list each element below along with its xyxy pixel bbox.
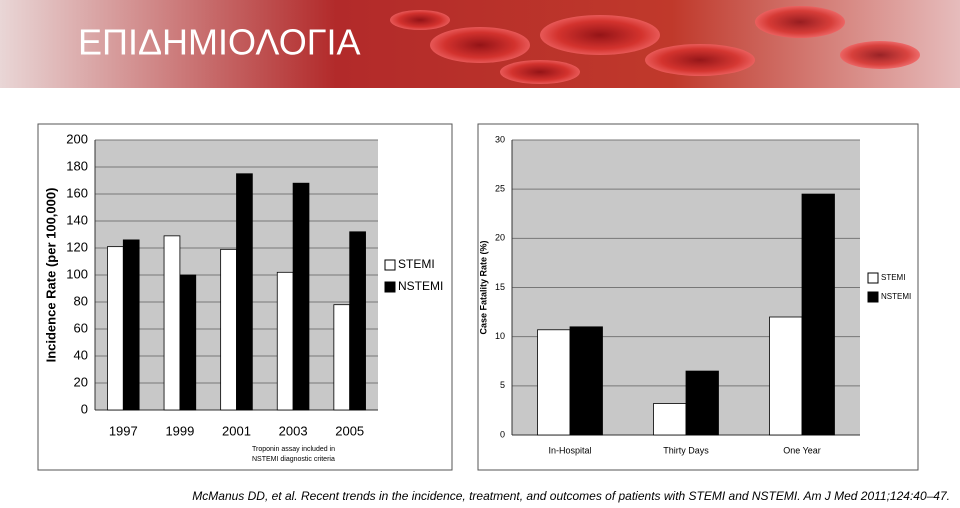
legend-label: STEMI xyxy=(881,273,905,282)
x-tick-label: 2001 xyxy=(222,423,251,438)
bar xyxy=(276,271,294,411)
bar xyxy=(333,304,351,411)
y-tick-label: 100 xyxy=(66,266,88,281)
legend-swatch xyxy=(384,259,396,271)
legend-swatch xyxy=(867,291,879,303)
y-tick-label: 0 xyxy=(500,429,505,439)
bar xyxy=(569,326,603,436)
bar xyxy=(653,403,687,436)
y-tick-label: 140 xyxy=(66,212,88,227)
bar xyxy=(537,329,571,436)
slide-title: ΕΠΙΔΗΜΙΟΛΟΓΙΑ xyxy=(78,22,361,63)
y-tick-label: 80 xyxy=(74,293,88,308)
bar xyxy=(220,248,237,411)
y-tick-label: 0 xyxy=(81,401,88,416)
legend-label: STEMI xyxy=(398,257,435,271)
x-tick-label: 1997 xyxy=(109,423,138,438)
bar xyxy=(292,182,310,411)
y-tick-label: 30 xyxy=(495,134,505,144)
y-tick-label: 5 xyxy=(500,380,505,390)
y-tick-label: 20 xyxy=(495,233,505,243)
bar xyxy=(349,231,366,411)
y-tick-label: 40 xyxy=(74,347,88,362)
bar xyxy=(122,239,140,411)
y-axis-title: Case Fatality Rate (%) xyxy=(478,240,488,334)
y-tick-label: 120 xyxy=(66,239,88,254)
y-tick-label: 60 xyxy=(74,320,88,335)
y-axis-title: Incidence Rate (per 100,000) xyxy=(43,188,58,363)
bar xyxy=(769,316,803,436)
annotation: Troponin assay included in xyxy=(252,446,335,453)
x-tick-label: 2005 xyxy=(335,423,364,438)
x-tick-label: One Year xyxy=(783,445,821,455)
y-tick-label: 10 xyxy=(495,331,505,341)
bar xyxy=(236,173,253,411)
x-tick-label: 1999 xyxy=(165,423,194,438)
legend-swatch xyxy=(384,281,396,293)
annotation: NSTEMI diagnostic criteria xyxy=(252,456,335,463)
y-tick-label: 180 xyxy=(66,158,88,173)
y-tick-label: 160 xyxy=(66,185,88,200)
bar xyxy=(179,274,197,411)
x-tick-label: 2003 xyxy=(279,423,308,438)
bar xyxy=(801,193,835,436)
y-tick-label: 25 xyxy=(495,184,505,194)
y-tick-label: 200 xyxy=(66,131,88,146)
y-tick-label: 15 xyxy=(495,282,505,292)
bar xyxy=(163,235,181,411)
citation: McManus DD, et al. Recent trends in the … xyxy=(192,489,950,503)
y-tick-label: 20 xyxy=(74,374,88,389)
blood-cells xyxy=(390,6,920,84)
legend-swatch xyxy=(867,272,879,284)
bar xyxy=(107,246,124,411)
x-tick-label: Thirty Days xyxy=(663,445,709,455)
legend-label: NSTEMI xyxy=(398,279,443,293)
legend-label: NSTEMI xyxy=(881,292,911,301)
bar xyxy=(685,370,719,436)
x-tick-label: In-Hospital xyxy=(548,445,591,455)
